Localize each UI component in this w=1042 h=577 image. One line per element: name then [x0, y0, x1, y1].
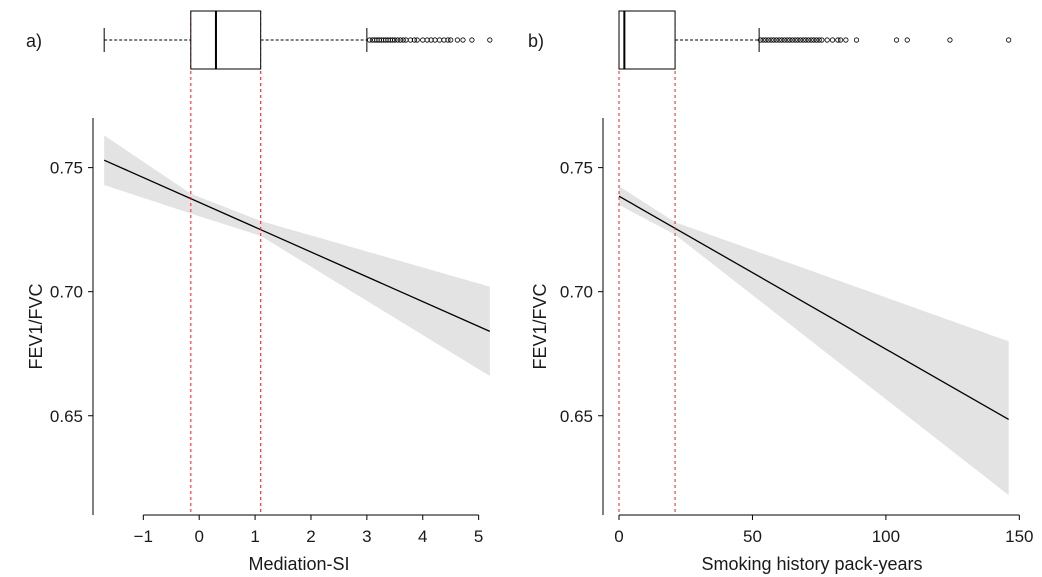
y-tick-label: 0.70: [560, 283, 593, 302]
y-tick-label: 0.65: [50, 407, 83, 426]
panel-b: 0 50 100 150 0.65 0.70 0.75 Smoking history pac…: [528, 10, 1034, 574]
outlier-point: [420, 37, 426, 43]
y-axis-title: FEV1/FVC: [26, 283, 46, 369]
outlier-point: [829, 37, 836, 43]
outlier-point: [800, 37, 806, 43]
outlier-point: [771, 37, 777, 43]
outlier-point: [776, 37, 782, 43]
outlier-point: [389, 37, 396, 43]
box-iqr: [190, 10, 262, 70]
outlier-point: [469, 37, 475, 43]
outlier-point: [397, 37, 403, 43]
outlier-point: [445, 37, 451, 43]
outlier-point: [765, 37, 772, 43]
outlier-point: [795, 37, 801, 43]
outlier-point: [904, 37, 910, 43]
outlier-point: [428, 37, 434, 43]
outlier-point: [454, 37, 461, 43]
outlier-point: [816, 37, 822, 43]
outlier-point: [805, 37, 812, 43]
outlier-point: [395, 37, 401, 43]
x-tick-label: 100: [872, 527, 900, 546]
outlier-point: [763, 37, 769, 43]
y-tick-label: 0.70: [50, 283, 83, 302]
x-tick-label: 50: [743, 527, 762, 546]
outlier-point: [837, 37, 844, 43]
y-tick-label: 0.65: [560, 407, 593, 426]
x-tick-label: 1: [250, 527, 259, 546]
outlier-point: [819, 37, 825, 43]
confidence-band: [104, 135, 490, 376]
outlier-point: [811, 37, 817, 43]
outlier-point: [808, 37, 814, 43]
outlier-point: [893, 37, 900, 43]
x-tick-label: 5: [474, 527, 483, 546]
confidence-band: [619, 186, 1009, 496]
outlier-point: [797, 37, 804, 43]
outlier-point: [414, 37, 420, 43]
panel-a: −1 0 1 2 3 4 5 0.65 0.70 0.75 Mediation-SI FEV1/FVC…: [26, 10, 493, 574]
outlier-point: [487, 37, 493, 43]
outlier-point: [757, 37, 764, 43]
outlier-point: [407, 37, 414, 43]
regression-line: [618, 195, 1009, 421]
outlier-point: [367, 37, 373, 43]
outlier-point: [813, 37, 820, 43]
outlier-point: [835, 37, 841, 43]
y-tick-label: 0.75: [50, 159, 83, 178]
panel-label: b): [528, 31, 544, 51]
outlier-point: [411, 37, 417, 43]
outlier-point: [441, 37, 447, 43]
x-tick-label: 4: [418, 527, 427, 546]
outlier-point: [843, 37, 849, 43]
box-iqr: [618, 10, 676, 70]
outlier-point: [773, 37, 780, 43]
outlier-point: [789, 37, 796, 43]
outlier-point: [803, 37, 809, 43]
x-tick-label: 0: [194, 527, 203, 546]
outlier-point: [1006, 37, 1012, 43]
outlier-point: [760, 37, 766, 43]
outlier-point: [448, 37, 454, 43]
x-tick-label: 2: [306, 527, 315, 546]
outlier-point: [824, 37, 830, 43]
outlier-point: [947, 37, 953, 43]
outlier-point: [403, 37, 409, 43]
outlier-point: [460, 37, 466, 43]
outlier-point: [792, 37, 798, 43]
outlier-point: [779, 37, 785, 43]
outlier-point: [424, 37, 430, 43]
x-tick-label: −1: [134, 527, 153, 546]
outlier-point: [787, 37, 793, 43]
x-axis-title: Mediation-SI: [248, 554, 349, 574]
outlier-point: [436, 37, 443, 43]
y-axis-title: FEV1/FVC: [530, 283, 550, 369]
outlier-point: [768, 37, 774, 43]
panel-label: a): [26, 31, 42, 51]
regression-line: [103, 159, 491, 332]
x-tick-label: 0: [614, 527, 623, 546]
x-tick-label: 3: [362, 527, 371, 546]
x-axis-title: Smoking history pack-years: [701, 554, 922, 574]
outlier-point: [784, 37, 790, 43]
outlier-point: [781, 37, 788, 43]
x-tick-label: 150: [1005, 527, 1033, 546]
outlier-point: [853, 37, 860, 43]
y-tick-label: 0.75: [560, 159, 593, 178]
outlier-point: [400, 37, 406, 43]
outlier-point: [392, 37, 398, 43]
